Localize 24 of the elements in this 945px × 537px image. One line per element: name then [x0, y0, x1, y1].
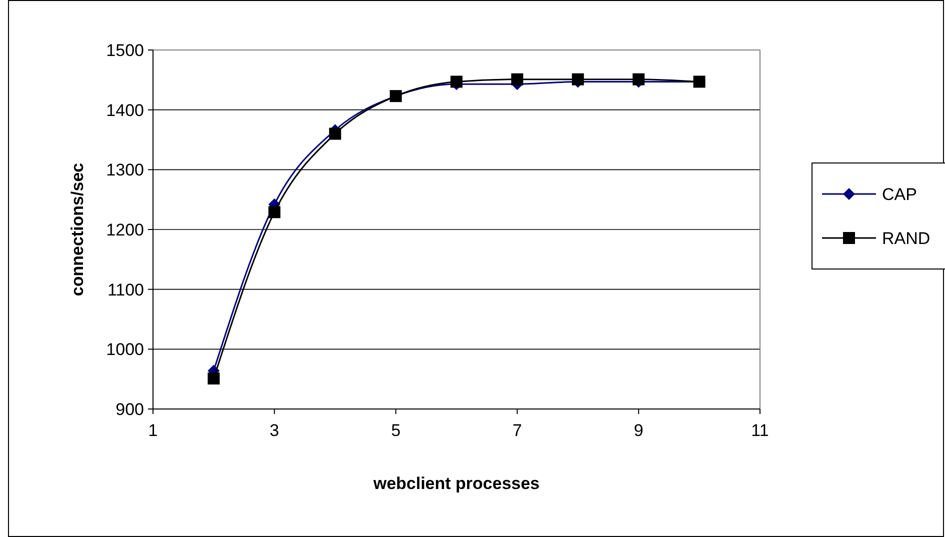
x-tick-label: 5 — [391, 421, 401, 440]
legend-label: RAND — [882, 228, 930, 248]
x-tick-label: 11 — [751, 421, 769, 440]
y-tick-label: 1500 — [106, 40, 144, 60]
point — [329, 128, 342, 140]
y-axis-title: connections/sec — [68, 162, 87, 296]
y-tick-label: 1100 — [107, 280, 144, 300]
point — [511, 73, 524, 86]
y-tick-label: 1400 — [106, 100, 144, 120]
x-tick-label: 1 — [148, 421, 158, 440]
x-axis-title: webclient processes — [372, 474, 540, 493]
point — [268, 206, 280, 218]
y-tick-label: 1000 — [106, 340, 144, 360]
point — [450, 76, 462, 88]
x-tick-label: 9 — [634, 421, 644, 440]
x-tick-label: 7 — [512, 421, 522, 440]
x-tick-label: 3 — [270, 421, 280, 440]
y-tick-label: 1300 — [106, 160, 144, 180]
point — [572, 73, 584, 86]
point — [632, 73, 645, 86]
y-tick-label: 1200 — [106, 220, 144, 240]
y-tick-label: 900 — [116, 400, 144, 419]
legend-label: CAP — [882, 184, 917, 204]
point — [208, 372, 220, 384]
